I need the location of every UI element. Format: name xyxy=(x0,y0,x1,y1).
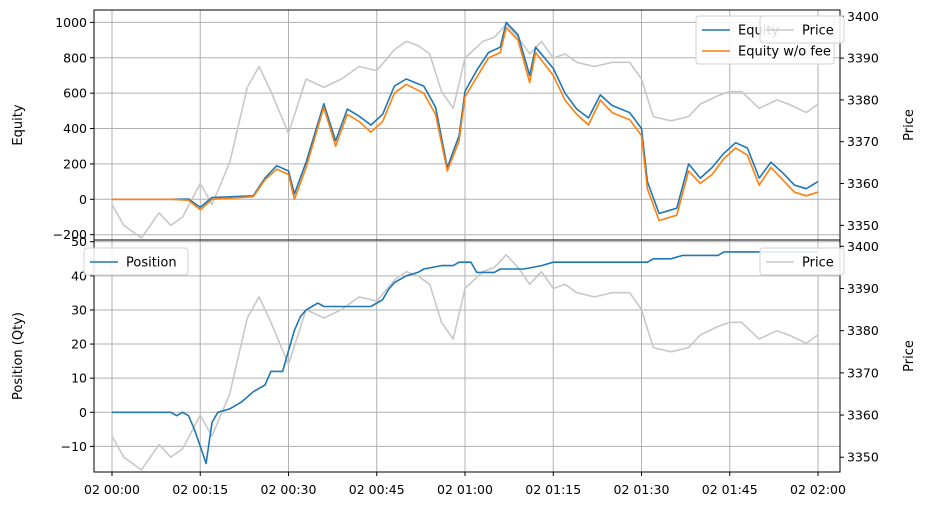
x-tick-label: 02 00:15 xyxy=(172,482,228,497)
legend-box xyxy=(759,247,845,276)
y-tick-label: −200 xyxy=(53,227,87,242)
y2-axis-label: Price xyxy=(902,340,917,372)
legend-label: Price xyxy=(802,256,834,271)
series-line-price xyxy=(111,254,819,471)
y2-tick-label: 3380 xyxy=(847,323,879,338)
y2-tick-label: 3370 xyxy=(847,365,879,380)
y-tick-label: 40 xyxy=(71,268,87,283)
legend-box xyxy=(759,15,845,44)
y-tick-label: 10 xyxy=(71,371,87,386)
y-tick-label: −10 xyxy=(61,439,87,454)
y-axis-label: Position (Qty) xyxy=(11,312,26,400)
y2-axis-label: Price xyxy=(902,109,917,141)
y-tick-label: 30 xyxy=(71,302,87,317)
legend-price: Price xyxy=(759,247,845,276)
panel-2: −10 0 10 20 30 40 50 3350 3360 3370 3380 3390 3400 Po… xyxy=(11,234,917,497)
y-tick-label: 200 xyxy=(63,156,87,171)
series-line-position xyxy=(112,251,818,465)
y2-tick-label: 3370 xyxy=(847,134,879,149)
x-tick-label: 02 01:30 xyxy=(614,482,670,497)
x-tick-label: 02 00:30 xyxy=(261,482,317,497)
x-tick-label: 02 00:00 xyxy=(84,482,140,497)
x-tick-label: 02 01:00 xyxy=(437,482,493,497)
x-tick-label: 02 00:45 xyxy=(349,482,405,497)
y2-tick-label: 3360 xyxy=(847,176,879,191)
y-tick-label: 400 xyxy=(63,121,87,136)
y-tick-label: 800 xyxy=(63,50,87,65)
y2-tick-label: 3390 xyxy=(847,281,879,296)
y2-tick-label: 3400 xyxy=(847,9,879,24)
y-tick-label: 0 xyxy=(79,405,87,420)
legend-price: Price xyxy=(759,15,845,44)
y-axis-label: Equity xyxy=(11,104,26,145)
y-tick-label: 0 xyxy=(79,192,87,207)
plot-frame xyxy=(93,239,841,473)
legend-label: Equity w/o fee xyxy=(738,45,831,60)
x-tick-label: 02 02:00 xyxy=(790,482,846,497)
x-tick-label: 02 01:15 xyxy=(525,482,581,497)
series-line-price xyxy=(111,23,819,239)
legend-label: Position xyxy=(126,256,177,271)
y-tick-label: 1000 xyxy=(55,15,87,30)
legend-label: Price xyxy=(802,24,834,39)
series-line-equity-w-o-fee xyxy=(112,26,819,222)
legend-position: Position xyxy=(83,247,189,276)
y2-tick-label: 3350 xyxy=(847,450,879,465)
x-tick-label: 02 01:45 xyxy=(702,482,758,497)
y2-tick-label: 3390 xyxy=(847,51,879,66)
y2-tick-label: 3350 xyxy=(847,218,879,233)
y2-tick-label: 3360 xyxy=(847,408,879,423)
legend-box xyxy=(83,247,189,276)
y-tick-label: 600 xyxy=(63,86,87,101)
y2-tick-label: 3400 xyxy=(847,239,879,254)
y-tick-label: 50 xyxy=(71,234,87,249)
panel-1: −200 0 200 400 600 800 1000 3350 3360 3370 3380 339… xyxy=(11,9,917,242)
series-line-equity xyxy=(112,21,819,215)
y-tick-label: 20 xyxy=(71,337,87,352)
y2-tick-label: 3380 xyxy=(847,92,879,107)
